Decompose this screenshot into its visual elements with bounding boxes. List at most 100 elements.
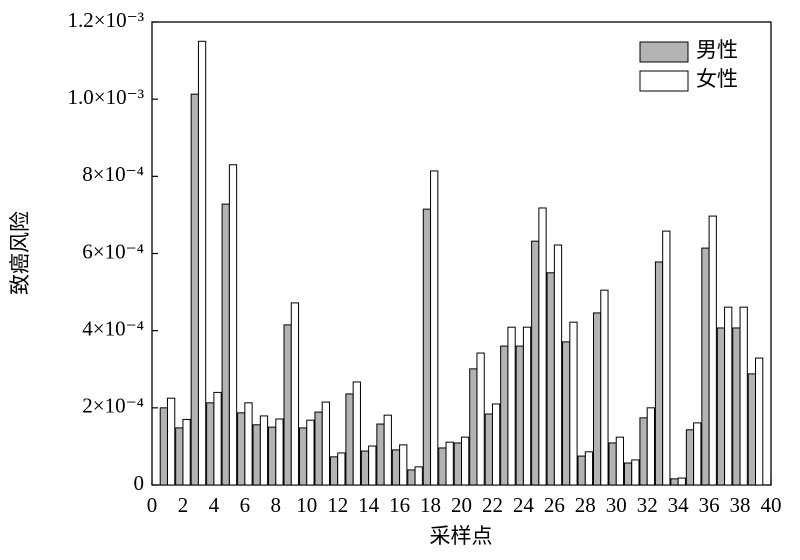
bar	[546, 272, 555, 486]
bar	[206, 402, 215, 486]
bar	[716, 327, 726, 486]
bar	[739, 306, 748, 486]
y-tick-label: 6×10⁻⁴	[82, 239, 144, 263]
bar	[476, 352, 485, 486]
bar	[646, 407, 655, 486]
bar	[708, 215, 717, 486]
bar	[391, 449, 401, 486]
bar	[732, 327, 741, 486]
y-tick-label: 8×10⁻⁴	[82, 162, 144, 186]
bar	[376, 423, 385, 486]
bar	[237, 412, 246, 486]
bar	[337, 452, 346, 486]
bar	[515, 345, 524, 486]
x-tick-label: 2	[178, 493, 189, 517]
bar	[166, 397, 176, 486]
bar	[197, 40, 207, 486]
x-tick-label: 6	[240, 493, 251, 517]
bar	[275, 418, 284, 486]
bar	[461, 436, 470, 486]
bar	[244, 402, 253, 486]
bar	[562, 341, 571, 486]
x-tick-label: 40	[761, 493, 782, 517]
bar	[399, 444, 408, 486]
bar	[159, 407, 168, 486]
bar	[600, 289, 609, 486]
bar	[531, 240, 540, 486]
bar	[577, 455, 586, 486]
bar	[662, 230, 671, 486]
legend-label: 男性	[696, 38, 738, 62]
bar	[345, 393, 354, 486]
bar	[407, 469, 416, 486]
bar	[252, 424, 261, 486]
bar	[693, 422, 702, 486]
x-tick-label: 18	[420, 493, 441, 517]
x-tick-label: 34	[668, 493, 690, 517]
bar	[175, 427, 184, 486]
bar	[500, 345, 509, 486]
y-tick-label: 2×10⁻⁴	[82, 394, 144, 418]
bar	[685, 429, 695, 486]
bar	[522, 326, 532, 486]
bar	[438, 447, 447, 486]
bar	[383, 414, 392, 486]
bar	[329, 456, 339, 486]
x-tick-label: 14	[358, 493, 380, 517]
bar	[321, 401, 330, 486]
legend-swatch	[639, 41, 689, 63]
bar	[484, 413, 493, 486]
x-tick-label: 10	[296, 493, 317, 517]
bar	[422, 208, 432, 486]
x-tick-label: 28	[575, 493, 596, 517]
bar	[608, 442, 617, 486]
x-tick-label: 16	[389, 493, 410, 517]
bar	[306, 419, 315, 486]
bar	[593, 312, 602, 486]
bar	[298, 427, 308, 486]
bar	[639, 417, 648, 486]
y-tick-label: 1.0×10⁻³	[68, 85, 144, 109]
y-tick-label: 4×10⁻⁴	[82, 316, 144, 340]
bar	[445, 441, 454, 486]
bar	[290, 302, 300, 486]
y-tick-label: 0	[134, 471, 145, 495]
x-tick-label: 24	[513, 493, 535, 517]
x-tick-label: 32	[637, 493, 658, 517]
bar	[538, 207, 547, 486]
bar	[190, 93, 199, 486]
bar	[747, 373, 757, 486]
bar	[615, 436, 625, 486]
bar	[491, 403, 501, 486]
bar	[314, 411, 323, 486]
bar	[677, 477, 686, 486]
x-tick-label: 12	[327, 493, 348, 517]
bar	[569, 321, 578, 486]
bar	[368, 445, 377, 486]
x-tick-label: 22	[482, 493, 503, 517]
bar	[507, 326, 516, 486]
x-tick-label: 8	[271, 493, 282, 517]
bar	[553, 244, 563, 486]
x-axis-label: 采样点	[430, 524, 493, 548]
bar	[414, 466, 423, 486]
bar	[631, 459, 640, 486]
bar	[360, 450, 370, 486]
x-tick-label: 20	[451, 493, 472, 517]
bar	[352, 381, 361, 486]
x-tick-label: 38	[730, 493, 751, 517]
bar	[623, 462, 633, 486]
bar	[182, 418, 191, 486]
bar	[701, 247, 710, 486]
bar	[670, 478, 679, 486]
bar	[755, 357, 764, 486]
legend-label: 女性	[696, 67, 738, 91]
bar	[453, 442, 462, 486]
x-tick-label: 30	[606, 493, 627, 517]
bar	[654, 261, 664, 486]
bar	[283, 324, 292, 486]
bar	[259, 415, 269, 486]
x-tick-label: 4	[209, 493, 220, 517]
x-tick-label: 36	[699, 493, 720, 517]
